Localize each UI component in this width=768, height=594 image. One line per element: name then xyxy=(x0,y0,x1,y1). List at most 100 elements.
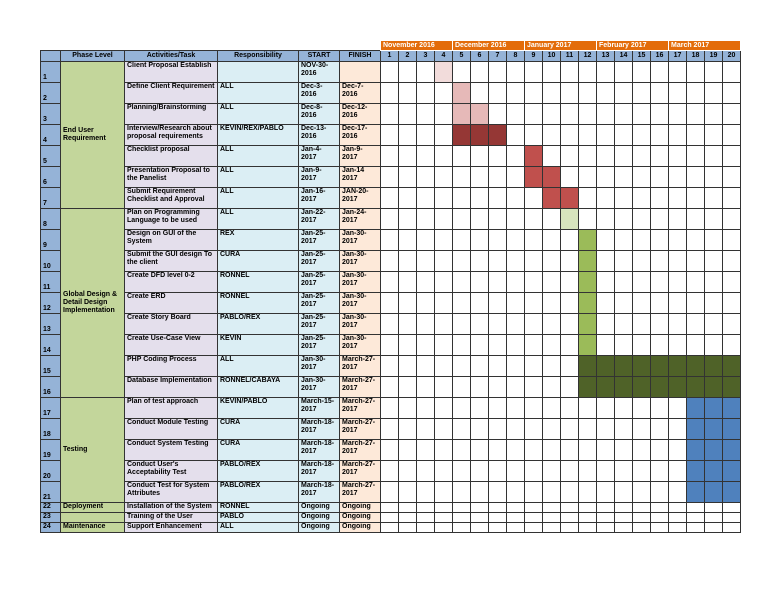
gantt-empty-cell xyxy=(704,250,723,272)
gantt-chart: November 2016 December 2016 January 2017 Fe… xyxy=(40,40,741,533)
gantt-empty-cell xyxy=(668,61,687,83)
gantt-empty-cell xyxy=(668,512,687,523)
task-finish-date: Ongoing xyxy=(339,512,381,523)
gantt-empty-cell xyxy=(434,439,453,461)
gantt-empty-cell xyxy=(704,208,723,230)
gantt-empty-cell xyxy=(470,522,489,533)
gantt-empty-cell xyxy=(578,439,597,461)
gantt-empty-cell xyxy=(380,439,399,461)
gantt-empty-cell xyxy=(632,250,651,272)
gantt-empty-cell xyxy=(434,481,453,503)
task-finish-date: Jan-30-2017 xyxy=(339,334,381,356)
gantt-empty-cell xyxy=(452,250,471,272)
task-number: 12 xyxy=(40,292,61,314)
gantt-empty-cell xyxy=(398,124,417,146)
task-finish-date: March-27-2017 xyxy=(339,481,381,503)
gantt-empty-cell xyxy=(650,439,669,461)
task-responsibility: ALL xyxy=(217,145,299,167)
gantt-empty-cell xyxy=(596,103,615,125)
task-row: 6 Presentation Proposal to the Panelist AL… xyxy=(40,166,741,188)
task-responsibility: RONNEL xyxy=(217,292,299,314)
gantt-empty-cell xyxy=(650,271,669,293)
gantt-empty-cell xyxy=(416,313,435,335)
gantt-empty-cell xyxy=(470,208,489,230)
week-number: 11 xyxy=(560,50,579,62)
task-number: 22 xyxy=(40,502,61,513)
gantt-empty-cell xyxy=(614,250,633,272)
gantt-empty-cell xyxy=(722,229,741,251)
gantt-empty-cell xyxy=(470,145,489,167)
gantt-empty-cell xyxy=(434,334,453,356)
gantt-empty-cell xyxy=(506,208,525,230)
task-row: 14 Create Use-Case View KEVIN Jan-25-2017 Ja… xyxy=(40,334,741,356)
gantt-empty-cell xyxy=(434,397,453,419)
gantt-empty-cell xyxy=(488,166,507,188)
gantt-empty-cell xyxy=(650,187,669,209)
gantt-empty-cell xyxy=(686,334,705,356)
task-row: 11 Create DFD level 0-2 RONNEL Jan-25-2017 J… xyxy=(40,271,741,293)
gantt-empty-cell xyxy=(722,271,741,293)
gantt-bar-cell xyxy=(578,271,597,293)
gantt-bar-cell xyxy=(722,355,741,377)
gantt-empty-cell xyxy=(380,313,399,335)
gantt-empty-cell xyxy=(560,334,579,356)
gantt-bar-cell xyxy=(704,376,723,398)
gantt-empty-cell xyxy=(686,124,705,146)
gantt-empty-cell xyxy=(398,313,417,335)
task-number: 21 xyxy=(40,481,61,503)
gantt-empty-cell xyxy=(506,376,525,398)
gantt-empty-cell xyxy=(560,355,579,377)
task-responsibility: RONNEL xyxy=(217,502,299,513)
gantt-empty-cell xyxy=(560,460,579,482)
gantt-empty-cell xyxy=(452,460,471,482)
gantt-empty-cell xyxy=(686,292,705,314)
gantt-empty-cell xyxy=(488,292,507,314)
gantt-empty-cell xyxy=(596,439,615,461)
task-start-date: Jan-25-2017 xyxy=(298,271,340,293)
task-number: 7 xyxy=(40,187,61,209)
week-number: 6 xyxy=(470,50,489,62)
gantt-empty-cell xyxy=(452,355,471,377)
gantt-empty-cell xyxy=(542,292,561,314)
gantt-empty-cell xyxy=(416,334,435,356)
gantt-empty-cell xyxy=(650,208,669,230)
gantt-empty-cell xyxy=(614,313,633,335)
gantt-empty-cell xyxy=(668,124,687,146)
task-row: 20 Conduct User's Acceptability Test PABLO… xyxy=(40,460,741,482)
gantt-empty-cell xyxy=(380,82,399,104)
header-phase-level: Phase Level xyxy=(60,50,125,62)
phase-level: Testing xyxy=(60,397,125,503)
gantt-bar-cell xyxy=(578,313,597,335)
gantt-bar-cell xyxy=(722,376,741,398)
gantt-empty-cell xyxy=(632,229,651,251)
task-activity: Plan of test approach xyxy=(124,397,218,419)
month-header-row: November 2016 December 2016 January 2017 Fe… xyxy=(41,40,741,51)
gantt-empty-cell xyxy=(506,522,525,533)
gantt-empty-cell xyxy=(632,502,651,513)
task-start-date: Jan-25-2017 xyxy=(298,229,340,251)
gantt-empty-cell xyxy=(650,103,669,125)
gantt-empty-cell xyxy=(650,418,669,440)
week-number: 10 xyxy=(542,50,561,62)
gantt-empty-cell xyxy=(398,334,417,356)
gantt-empty-cell xyxy=(488,355,507,377)
gantt-empty-cell xyxy=(704,187,723,209)
task-responsibility: ALL xyxy=(217,187,299,209)
task-finish-date: Jan-14 2017 xyxy=(339,166,381,188)
gantt-bar-cell xyxy=(704,418,723,440)
gantt-empty-cell xyxy=(398,61,417,83)
gantt-empty-cell xyxy=(632,145,651,167)
gantt-empty-cell xyxy=(560,512,579,523)
gantt-bar-cell xyxy=(650,376,669,398)
month-row-spacer xyxy=(41,41,381,51)
gantt-empty-cell xyxy=(434,208,453,230)
gantt-empty-cell xyxy=(470,82,489,104)
gantt-empty-cell xyxy=(542,512,561,523)
gantt-empty-cell xyxy=(452,376,471,398)
gantt-empty-cell xyxy=(380,397,399,419)
gantt-empty-cell xyxy=(722,250,741,272)
gantt-empty-cell xyxy=(686,522,705,533)
gantt-empty-cell xyxy=(596,145,615,167)
gantt-empty-cell xyxy=(542,145,561,167)
task-activity: Conduct System Testing xyxy=(124,439,218,461)
